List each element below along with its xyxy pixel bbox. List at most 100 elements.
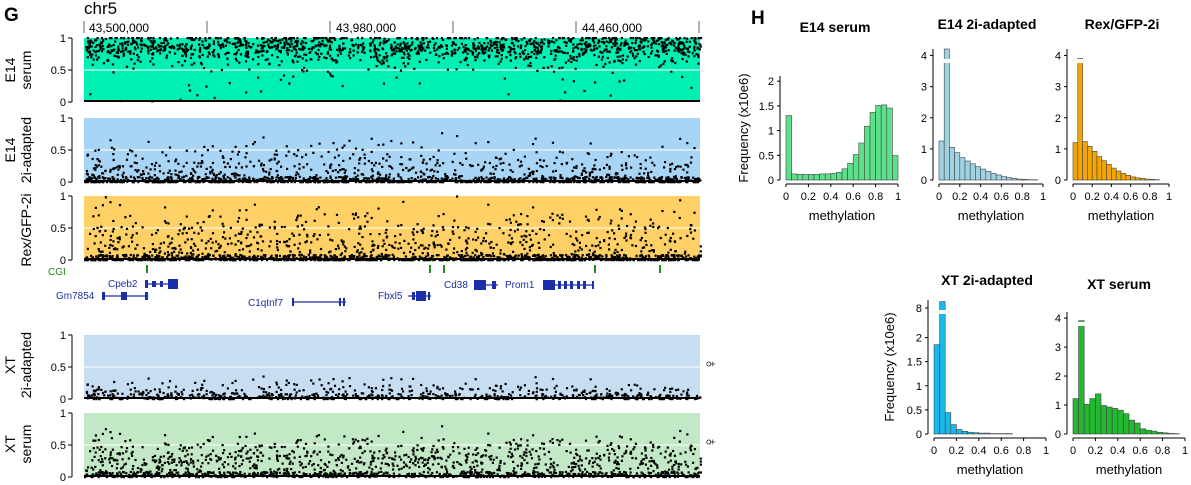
cpg-point — [308, 178, 311, 181]
cpg-point — [234, 254, 237, 257]
cpg-point — [256, 231, 259, 234]
cpg-point — [416, 230, 419, 234]
cpg-point — [109, 243, 112, 247]
cpg-point — [362, 259, 365, 262]
cpg-point — [199, 50, 202, 54]
cpg-point — [400, 178, 403, 181]
cpg-point — [132, 256, 135, 259]
cpg-point — [137, 56, 140, 59]
cpg-point — [273, 44, 276, 47]
cpg-point — [163, 395, 167, 398]
cpg-point — [477, 255, 480, 258]
cpg-point — [254, 226, 257, 229]
cpg-point — [369, 37, 372, 40]
track-rex-gfp-2i: 00.51 — [51, 191, 702, 267]
cpg-point — [323, 45, 326, 48]
cpg-point — [225, 51, 229, 54]
cpg-point — [341, 168, 344, 171]
cpg-point — [596, 255, 599, 258]
cpg-point — [495, 181, 498, 184]
cpg-point — [551, 377, 555, 381]
cpg-point — [217, 243, 220, 246]
cpg-point — [336, 48, 339, 51]
cpg-point — [165, 154, 168, 157]
cpg-point — [498, 51, 501, 55]
cpg-point — [569, 57, 572, 60]
cpg-point — [666, 177, 669, 181]
cpg-point — [439, 243, 442, 247]
cpg-point — [136, 176, 139, 179]
cpg-point — [352, 256, 355, 259]
cpg-point — [91, 173, 94, 176]
cpg-point — [223, 254, 226, 257]
cpg-point — [644, 38, 647, 41]
cpg-point — [639, 167, 642, 170]
cpg-point — [179, 248, 182, 251]
cpg-point — [212, 42, 215, 46]
cpg-point — [410, 246, 413, 249]
cpg-point — [277, 393, 281, 397]
cpg-point — [212, 254, 215, 258]
cpg-point — [140, 173, 143, 176]
cpg-point — [522, 52, 526, 55]
cpg-point — [445, 256, 448, 259]
cpg-point — [547, 42, 550, 45]
cpg-point — [391, 167, 394, 170]
cpg-point — [118, 166, 121, 169]
cpg-point — [497, 62, 500, 65]
cpg-point — [474, 142, 477, 145]
cpg-point — [133, 62, 136, 65]
cpg-point — [327, 382, 330, 385]
cpg-point — [378, 233, 381, 236]
cpg-point — [511, 259, 514, 262]
cpg-point — [661, 145, 664, 148]
cpg-point — [629, 213, 632, 216]
cpg-point — [86, 45, 89, 48]
cpg-point — [241, 227, 244, 230]
cpg-point — [567, 181, 570, 184]
cpg-point — [224, 53, 227, 56]
cpg-point — [218, 172, 221, 175]
cpg-point — [314, 51, 317, 54]
cpg-point — [151, 254, 154, 257]
cpg-point — [91, 256, 94, 259]
cpg-point — [533, 52, 536, 56]
cpg-point — [329, 72, 332, 75]
cpg-point — [311, 46, 314, 49]
cpg-point — [334, 169, 337, 172]
cpg-point — [634, 37, 638, 40]
cpg-point — [313, 176, 316, 179]
cpg-point — [642, 38, 645, 42]
cpg-point — [373, 164, 376, 167]
cpg-point — [653, 37, 656, 40]
cpg-point — [425, 37, 428, 40]
cpg-point — [489, 172, 492, 175]
cpg-point — [112, 158, 115, 162]
cpg-point — [414, 46, 417, 50]
cpg-point — [610, 46, 613, 49]
cpg-point — [539, 51, 542, 54]
cpg-point — [377, 244, 380, 248]
cpg-point — [341, 84, 344, 88]
cpg-point — [94, 235, 97, 238]
cpg-point — [485, 393, 488, 396]
cpg-point — [322, 398, 325, 401]
cpg-point — [340, 252, 343, 255]
cpg-point — [353, 254, 356, 258]
cpg-point — [638, 37, 641, 40]
cpg-point — [131, 225, 134, 228]
cpg-point — [356, 259, 359, 262]
cpg-point — [452, 251, 455, 254]
cpg-point — [232, 256, 235, 259]
cpg-point — [273, 153, 276, 156]
cpg-point — [131, 234, 134, 237]
cpg-point — [507, 398, 510, 401]
cpg-point — [543, 38, 546, 41]
cpg-point — [629, 237, 633, 240]
cpg-point — [390, 54, 393, 57]
cpg-point — [601, 55, 604, 58]
cpg-point — [108, 37, 112, 40]
cpg-point — [338, 48, 342, 51]
cpg-point — [475, 259, 478, 262]
cpg-point — [163, 220, 167, 223]
